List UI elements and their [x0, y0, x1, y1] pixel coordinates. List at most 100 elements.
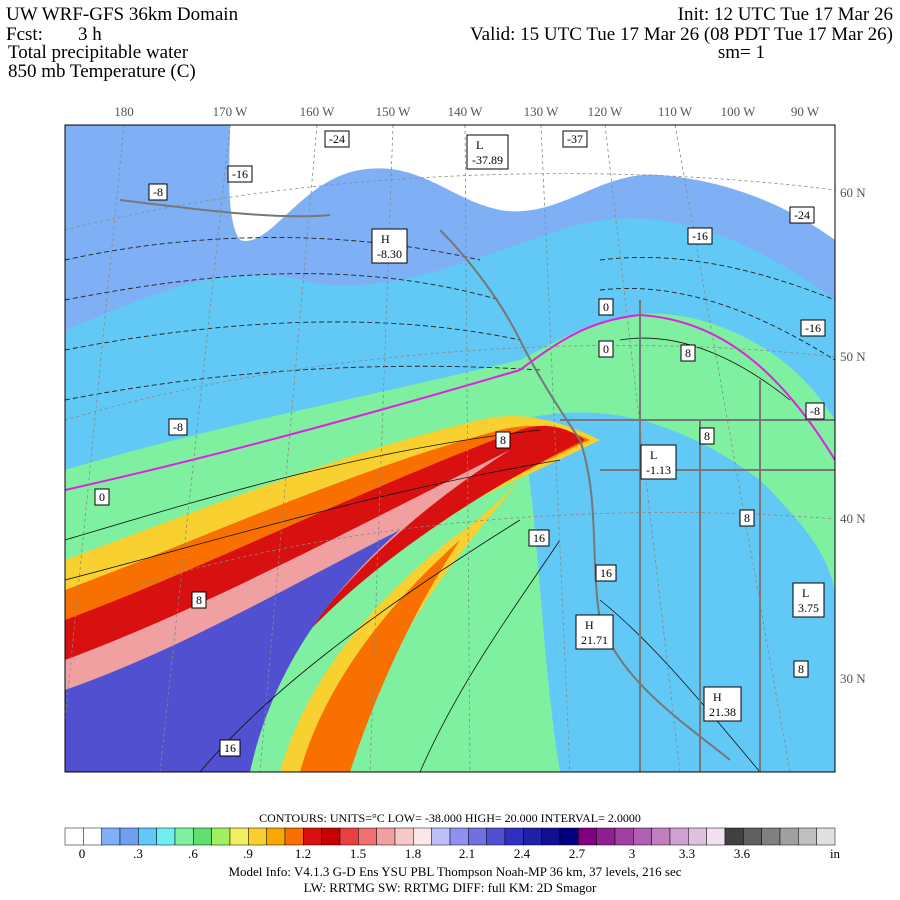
colorbar-label: .9 — [243, 846, 253, 861]
colorbar-label: .3 — [133, 846, 143, 861]
contour-label: 8 — [685, 346, 691, 360]
center-value: -8.30 — [377, 247, 402, 261]
center-kind: H — [381, 232, 390, 246]
colorbar-label: 0 — [79, 846, 86, 861]
center-box — [792, 582, 825, 618]
model-info: LW: RRTMG SW: RRTMG DIFF: full KM: 2D Sm… — [304, 880, 597, 895]
colorbar-label: 1.8 — [405, 846, 421, 861]
contour-label-box — [148, 183, 168, 201]
model-title: UW WRF-GFS 36km Domain — [6, 4, 239, 25]
colorbar-label: 2.4 — [514, 846, 531, 861]
contour-label-box — [739, 509, 755, 527]
contour-label: 16 — [224, 741, 236, 755]
colorbar-swatch — [193, 827, 212, 846]
contour-label: 0 — [603, 300, 609, 314]
longitude-label: 180 — [114, 104, 134, 119]
colorbar-swatch — [578, 827, 597, 846]
contour-label-box — [793, 660, 809, 678]
colorbar-swatch — [449, 827, 469, 846]
colorbar-swatch — [266, 827, 286, 846]
colorbar-swatch — [229, 827, 249, 846]
longitude-label: 150 W — [376, 104, 412, 119]
longitude-label: 140 W — [448, 104, 484, 119]
colorbar-swatch — [138, 827, 157, 846]
center-kind: L — [802, 586, 809, 600]
colorbar-label: .6 — [188, 846, 198, 861]
colorbar-swatch — [358, 827, 377, 846]
contour-label-box — [528, 529, 550, 547]
contour-label: 8 — [798, 662, 804, 676]
colorbar-swatch — [486, 827, 506, 846]
contour-label: -16 — [692, 229, 708, 243]
colorbar-swatch — [651, 827, 671, 846]
latitude-label: 60 N — [840, 185, 866, 200]
colorbar-swatch — [706, 827, 726, 846]
colorbar-swatch — [779, 827, 799, 846]
longitude-label: 160 W — [300, 104, 336, 119]
contour-label: 0 — [603, 342, 609, 356]
colorbar-label: 2.7 — [569, 846, 586, 861]
center-value: 21.71 — [581, 633, 608, 647]
colorbar-swatch — [413, 827, 432, 846]
longitude-label: 90 W — [791, 104, 820, 119]
contour-label: -37 — [567, 132, 583, 146]
contour-label-box — [168, 418, 188, 436]
colorbar-label: 1.2 — [295, 846, 311, 861]
center-box — [371, 228, 408, 264]
contour-label-box — [800, 319, 826, 337]
center-value: 3.75 — [798, 601, 819, 615]
field-name: Total precipitable water — [8, 42, 189, 63]
colorbar-swatch — [468, 827, 487, 846]
contour-label-box — [191, 591, 207, 609]
longitude-label: 120 W — [588, 104, 624, 119]
smoothing: sm= 1 — [718, 42, 765, 63]
colorbar-swatch — [541, 827, 561, 846]
colorbar-label: 2.1 — [459, 846, 475, 861]
center-box — [466, 134, 509, 170]
colorbar-swatch — [156, 827, 176, 846]
contour-label: -8 — [810, 404, 820, 418]
contour-label: 8 — [704, 429, 710, 443]
colorbar-swatch — [339, 827, 359, 846]
colorbar-swatch — [431, 827, 451, 846]
colorbar-swatch — [798, 827, 817, 846]
longitude-label: 170 W — [213, 104, 249, 119]
center-kind: H — [713, 690, 722, 704]
fcst-label: Fcst: — [6, 24, 43, 45]
colorbar-swatch — [688, 827, 707, 846]
contour-label-box — [219, 739, 241, 757]
colorbar-swatch — [523, 827, 542, 846]
contour-label-box — [324, 130, 350, 148]
field-name: 850 mb Temperature (C) — [8, 61, 196, 82]
contour-label-box — [680, 344, 696, 362]
colorbar-swatch — [761, 827, 781, 846]
colorbar-swatch — [64, 827, 84, 846]
colorbar-label: 1.5 — [350, 846, 366, 861]
center-box — [575, 614, 614, 650]
contour-label: 0 — [99, 490, 105, 504]
contour-label: 16 — [600, 566, 612, 580]
fcst-value: 3 h — [78, 24, 102, 45]
contour-label: -8 — [173, 420, 183, 434]
contour-label-box — [595, 564, 617, 582]
colorbar-swatch — [321, 827, 341, 846]
contour-label: 16 — [533, 531, 545, 545]
latitude-label: 40 N — [840, 511, 866, 526]
colorbar-swatch — [284, 827, 304, 846]
contour-label: -16 — [232, 167, 248, 181]
colorbar-swatch — [669, 827, 689, 846]
contour-label: -16 — [805, 321, 821, 335]
contour-label: -8 — [153, 185, 163, 199]
center-kind: L — [476, 138, 483, 152]
center-kind: L — [650, 448, 657, 462]
colorbar-swatch — [376, 827, 396, 846]
colorbar-label: 3.6 — [734, 846, 751, 861]
map-frame — [64, 124, 836, 773]
contour-label-box — [789, 206, 815, 224]
contour-label: -24 — [329, 132, 345, 146]
map-field — [65, 125, 835, 772]
contour-label-box — [495, 431, 511, 449]
colorbar-swatch — [303, 827, 322, 846]
